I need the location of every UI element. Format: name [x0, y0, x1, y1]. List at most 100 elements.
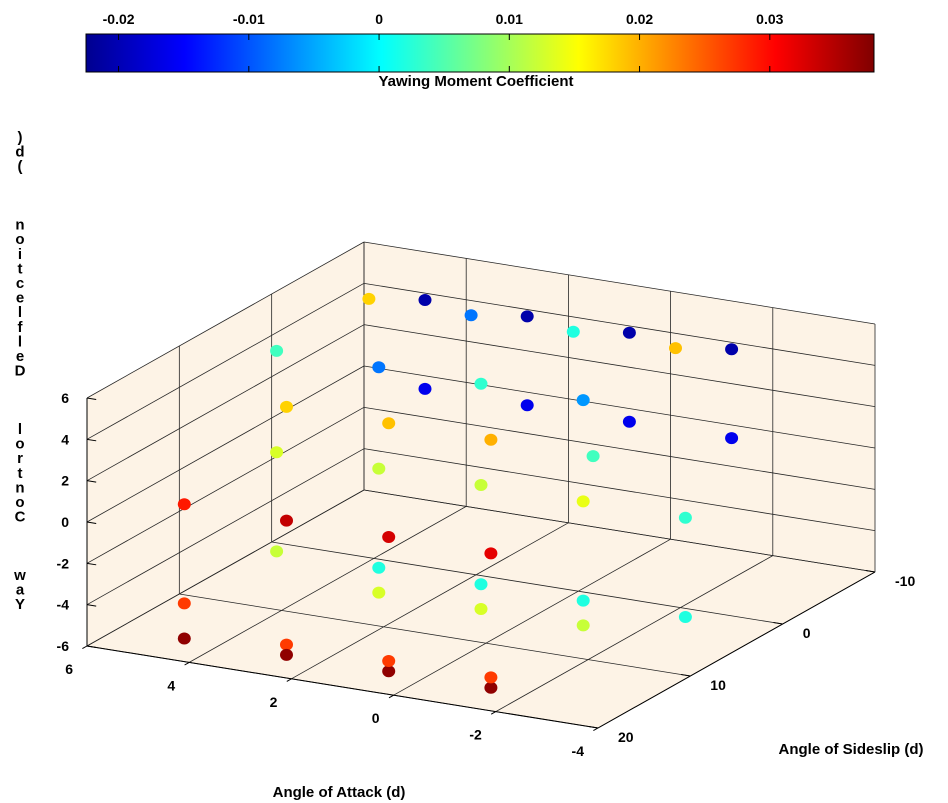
colorbar-tick-label: -0.02	[103, 11, 135, 27]
data-point	[725, 343, 739, 356]
x-tick-mark	[593, 727, 599, 732]
data-point	[362, 292, 376, 305]
x-tick-label: 2	[270, 694, 278, 710]
grid-line-side-z	[363, 365, 876, 449]
grid-line-side-z	[363, 241, 876, 325]
z-tick-mark	[86, 521, 97, 524]
grid-line-floor-x	[291, 522, 569, 680]
z-axis-label-char: o	[15, 436, 24, 453]
grid-line-floor-y	[179, 593, 691, 677]
z-axis-label-char: e	[16, 348, 24, 365]
data-point	[464, 309, 478, 322]
grid-line-side-z	[363, 448, 876, 532]
grid-line-side-z	[363, 324, 876, 408]
data-point	[382, 665, 396, 678]
data-point	[280, 638, 293, 651]
grid-line-back-z	[86, 241, 365, 399]
data-point	[474, 377, 488, 390]
data-point	[270, 446, 284, 459]
z-tick-mark	[86, 562, 97, 566]
y-tick-mark	[865, 570, 876, 573]
grid-line-back-z	[86, 448, 365, 606]
data-point	[382, 531, 396, 543]
z-tick-label: -4	[57, 597, 70, 613]
z-tick-mark	[86, 645, 97, 648]
z-tick-mark	[86, 397, 97, 400]
y-tick-mark	[773, 622, 783, 625]
data-point	[678, 611, 692, 623]
data-point	[280, 648, 293, 661]
z-tick-label: -2	[57, 555, 70, 571]
z-axis-label-char: c	[16, 275, 24, 292]
x-tick-label: 6	[65, 661, 73, 677]
data-points	[177, 292, 739, 694]
z-tick-mark	[86, 438, 97, 442]
data-point	[678, 511, 692, 524]
data-point	[566, 325, 580, 338]
x-tick-label: 0	[372, 710, 380, 726]
z-axis-label-char: n	[15, 217, 24, 234]
data-point	[372, 586, 386, 599]
data-point	[484, 433, 498, 446]
data-point	[270, 545, 284, 558]
y-tick-label: 0	[803, 625, 811, 641]
y-axis-label: Angle of Sideslip (d)	[779, 741, 924, 758]
colorbar-ticks: -0.02 -0.01 0 0.01 0.02 0.03	[103, 11, 784, 72]
z-tick-label: 0	[61, 514, 69, 530]
grid-line-side-z	[363, 282, 876, 366]
y-tick-label: -10	[895, 573, 915, 589]
z-tick-label: 6	[61, 390, 69, 406]
colorbar-gradient	[85, 33, 875, 73]
z-axis-label-char: e	[16, 290, 24, 307]
data-point	[576, 394, 590, 407]
data-point	[576, 594, 590, 607]
z-axis-label-char: w	[13, 567, 26, 584]
y-tick-label: 10	[710, 677, 726, 693]
grid-line-floor-x	[495, 555, 773, 712]
x-tick-mark	[184, 661, 190, 666]
data-point	[484, 671, 498, 684]
data-point	[418, 382, 432, 395]
y-tick-mark	[588, 726, 599, 729]
colorbar: -0.02 -0.01 0 0.01 0.02 0.03 Yawing Moment Co…	[85, 11, 875, 90]
x-tick-mark	[490, 711, 497, 715]
data-point	[382, 417, 396, 430]
data-point	[520, 399, 534, 412]
data-point	[622, 415, 636, 428]
z-axis-label-char: D	[15, 363, 26, 380]
colorbar-tick-label: 0.02	[626, 11, 653, 27]
grid-line-side-z	[363, 406, 876, 490]
z-tick-label: 2	[61, 473, 69, 489]
z-axis-label-char: Y	[15, 596, 25, 613]
colorbar-tick-label: 0	[375, 11, 383, 27]
data-point	[484, 547, 498, 560]
x-tick-label: 4	[167, 677, 175, 693]
axes-edges	[82, 397, 876, 732]
data-point	[520, 310, 534, 323]
y-tick-label: 20	[618, 729, 634, 745]
data-point	[372, 361, 386, 374]
data-point	[177, 498, 191, 511]
grid-line-back-z	[86, 406, 365, 564]
z-axis-label-char: l	[18, 333, 22, 350]
data-point	[669, 342, 682, 355]
z-axis-label-char: o	[15, 231, 24, 248]
grid-line-back-z	[86, 489, 365, 647]
grid-line-side-z	[363, 489, 876, 573]
z-axis-label-char: r	[17, 450, 23, 467]
grid-line-back-z	[86, 324, 365, 482]
data-point	[280, 514, 293, 527]
colorbar-tick-label: -0.01	[233, 11, 265, 27]
data-point	[474, 603, 488, 615]
z-tick-mark	[86, 604, 97, 607]
grid-line-back-z	[86, 282, 365, 440]
data-point	[474, 479, 488, 491]
data-point	[622, 326, 636, 339]
x-tick-label: -4	[572, 743, 585, 759]
grid-line-floor-x	[393, 538, 671, 696]
grid-line-floor-y	[271, 541, 783, 625]
x-axis-label: Angle of Attack (d)	[273, 784, 406, 801]
y-tick-mark	[681, 674, 691, 677]
